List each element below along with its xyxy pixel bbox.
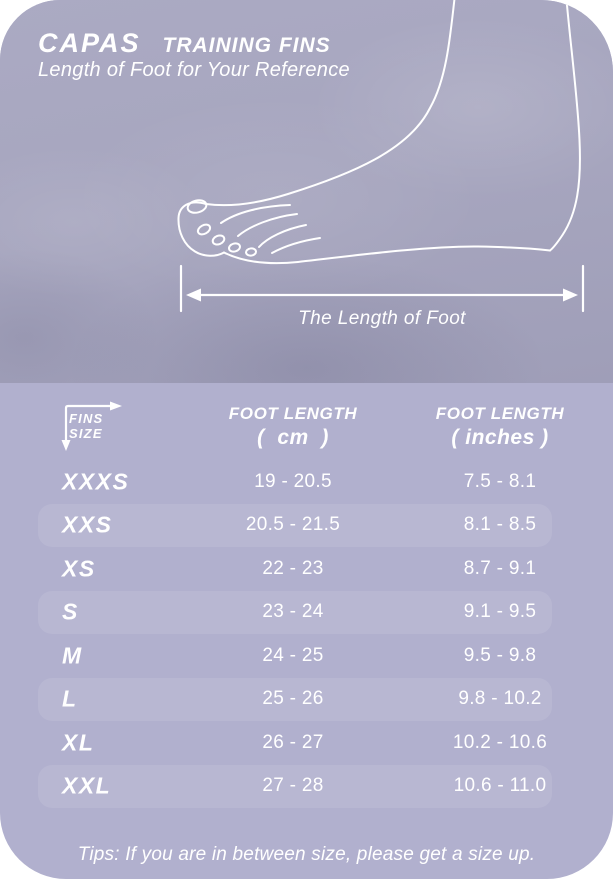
table-row: XS 22 - 23 8.7 - 9.1 (38, 547, 552, 591)
hero-photo-section: CAPAS TRAINING FINS Length of Foot for Y… (0, 0, 613, 383)
inches-range: 9.8 - 10.2 (458, 688, 542, 710)
cm-range: 22 - 23 (262, 557, 324, 579)
cm-range: 19 - 20.5 (254, 470, 332, 492)
table-row: XXXS 19 - 20.5 7.5 - 8.1 (38, 460, 552, 504)
size-label: XXXS (62, 468, 130, 495)
cm-range: 25 - 26 (262, 688, 324, 710)
fins-size-axis-icon (61, 401, 122, 451)
cm-range: 23 - 24 (262, 601, 324, 623)
inches-range: 10.6 - 11.0 (453, 775, 547, 797)
column-header-inches: FOOT LENGTH ( inches ) (435, 404, 565, 449)
size-label: L (62, 685, 78, 712)
inches-range: 8.1 - 8.5 (463, 514, 537, 536)
measure-arrow-icon (179, 264, 585, 313)
cm-range: 26 - 27 (262, 731, 324, 753)
size-label: XL (62, 729, 95, 756)
column-header-cm: FOOT LENGTH ( cm ) (228, 404, 358, 449)
size-label: XXL (62, 772, 112, 799)
table-row: XXL 27 - 28 10.6 - 11.0 (38, 764, 552, 808)
size-label: XS (62, 555, 96, 582)
inches-range: 7.5 - 8.1 (463, 470, 537, 492)
size-table-rows: XXXS 19 - 20.5 7.5 - 8.1 XXS 20.5 - 21.5… (38, 460, 552, 808)
foot-outline-icon (177, 0, 585, 313)
table-row: S 23 - 24 9.1 - 9.5 (38, 590, 552, 634)
size-label: M (62, 642, 83, 669)
cm-range: 27 - 28 (262, 775, 324, 797)
size-table-header: FINS SIZE FOOT LENGTH ( cm ) FOOT LENGTH… (38, 392, 564, 458)
size-label: XXS (62, 511, 113, 538)
page-subtitle: Length of Foot for Your Reference (38, 59, 350, 81)
inches-range: 8.7 - 9.1 (463, 557, 537, 579)
foot-length-label: The Length of Foot (298, 308, 466, 329)
size-label: S (62, 598, 79, 625)
fins-size-label: FINS SIZE (69, 411, 104, 442)
cm-range: 24 - 25 (262, 644, 324, 666)
fins-size-header: FINS SIZE (60, 400, 126, 452)
tips-note: Tips: If you are in between size, please… (77, 844, 536, 865)
table-row: L 25 - 26 9.8 - 10.2 (38, 677, 552, 721)
table-row: XL 26 - 27 10.2 - 10.6 (38, 721, 552, 765)
table-row: M 24 - 25 9.5 - 9.8 (38, 634, 552, 678)
product-name: TRAINING FINS (162, 34, 331, 57)
inches-range: 9.5 - 9.8 (463, 644, 537, 666)
cm-range: 20.5 - 21.5 (245, 514, 341, 536)
brand-row: CAPAS TRAINING FINS (38, 28, 331, 59)
inches-range: 10.2 - 10.6 (452, 731, 548, 753)
brand-logo: CAPAS (38, 28, 141, 58)
table-row: XXS 20.5 - 21.5 8.1 - 8.5 (38, 503, 552, 547)
inches-range: 9.1 - 9.5 (463, 601, 537, 623)
